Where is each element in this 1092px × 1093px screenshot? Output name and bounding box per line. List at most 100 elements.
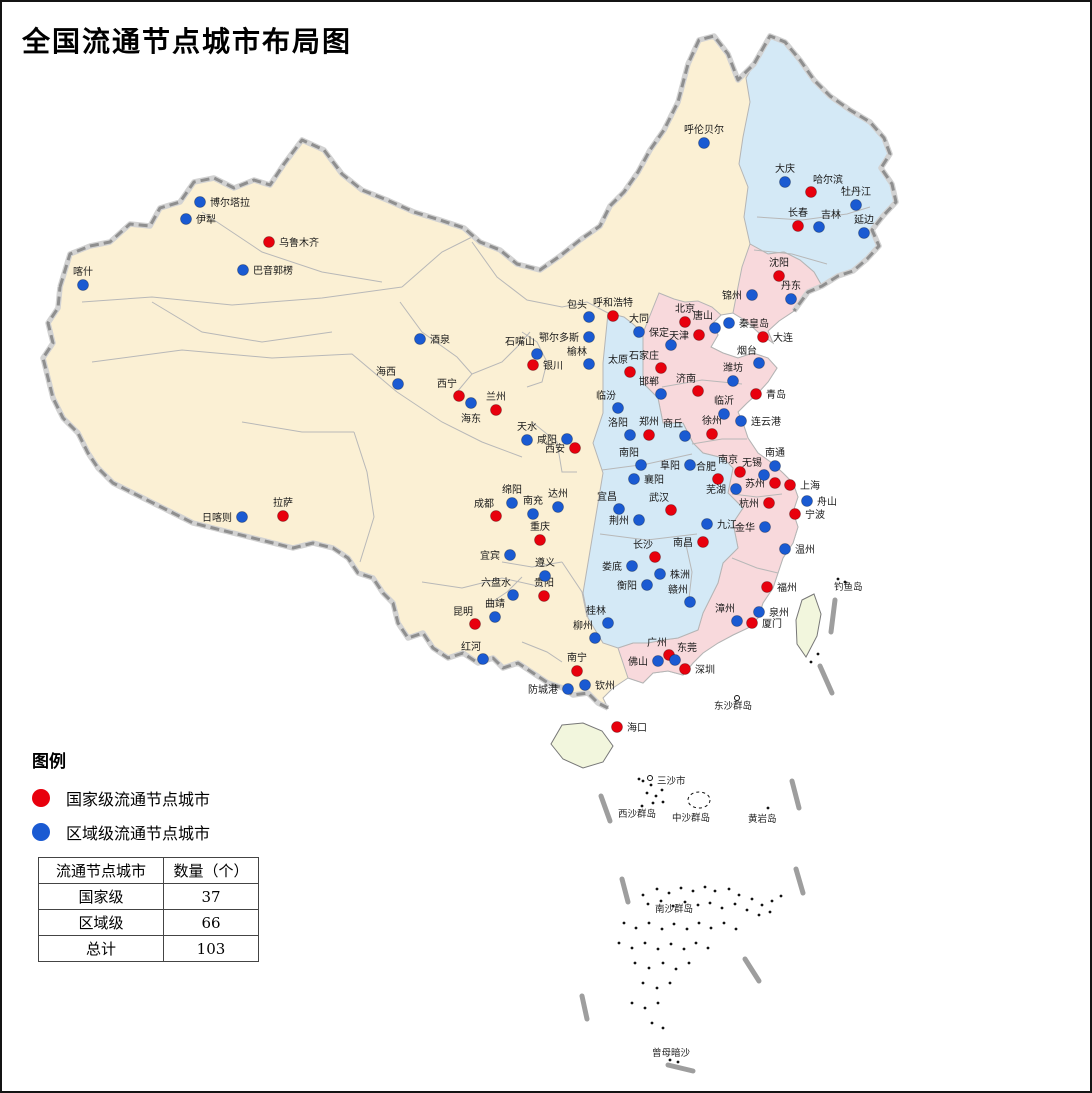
island-speck — [641, 981, 645, 985]
island-speck — [671, 904, 675, 908]
city-label: 武汉 — [649, 491, 669, 504]
city-dot-regional — [684, 596, 696, 608]
city-label: 长春 — [788, 207, 808, 219]
city-dot-regional — [612, 402, 624, 414]
city-label: 秦皇岛 — [739, 317, 769, 330]
island-speck — [745, 908, 749, 912]
island-speck — [630, 946, 634, 950]
city-dot-regional — [635, 459, 647, 471]
city-dot-regional — [735, 415, 747, 427]
island-label: 中沙群岛 — [672, 812, 710, 824]
city-label: 曲靖 — [485, 597, 505, 610]
island-speck — [674, 967, 678, 971]
island-speck — [737, 893, 741, 897]
island-speck — [656, 1001, 660, 1005]
city-dot-regional — [709, 322, 721, 334]
city-dot-regional — [633, 326, 645, 338]
city-dot-regional — [521, 434, 533, 446]
island-speck — [647, 966, 651, 970]
island-label: 黄岩岛 — [748, 813, 777, 825]
city-label: 九江 — [717, 519, 737, 531]
city-dot-national — [538, 590, 550, 602]
city-label: 红河 — [461, 640, 481, 653]
city-dot-national — [643, 429, 655, 441]
city-label: 邯郸 — [639, 375, 659, 388]
island-speck — [685, 927, 689, 931]
city-dot-regional — [753, 606, 765, 618]
city-label: 长沙 — [633, 539, 653, 551]
legend-item-regional: 区域级流通节点城市 — [32, 820, 210, 844]
island-speck — [779, 894, 783, 898]
city-label: 柳州 — [573, 619, 593, 632]
city-label: 济南 — [676, 372, 696, 385]
city-dot-national — [624, 366, 636, 378]
city-dot-national — [571, 665, 583, 677]
city-label: 徐州 — [702, 414, 722, 427]
island-label: 三沙市 — [657, 775, 686, 787]
island-speck — [647, 921, 651, 925]
city-label: 六盘水 — [481, 576, 511, 589]
city-dot-regional — [562, 683, 574, 695]
city-label: 烟台 — [737, 344, 757, 357]
city-label: 石家庄 — [629, 349, 659, 362]
city-label: 哈尔滨 — [813, 173, 843, 186]
island-speck — [708, 901, 712, 905]
city-dot-regional — [769, 460, 781, 472]
city-dot-national — [693, 329, 705, 341]
legend-item-national: 国家级流通节点城市 — [32, 786, 210, 810]
city-label: 宜宾 — [480, 549, 500, 562]
city-dot-national — [607, 310, 619, 322]
city-dot-regional — [779, 543, 791, 555]
city-label: 喀什 — [73, 265, 93, 278]
island-speck — [694, 941, 698, 945]
table-cell: 66 — [163, 909, 259, 936]
nine-dash-segment — [598, 793, 613, 824]
city-dot-regional — [626, 560, 638, 572]
city-label: 榆林 — [567, 345, 587, 358]
city-label: 临汾 — [596, 389, 616, 402]
city-label: 呼和浩特 — [593, 297, 633, 309]
city-label: 芜湖 — [706, 483, 726, 496]
island-speck — [672, 922, 676, 926]
island-speck — [709, 926, 713, 930]
city-label: 漳州 — [715, 602, 735, 615]
city-dot-regional — [701, 518, 713, 530]
summary-table: 流通节点城市 数量（个） 国家级 37 区域级 66 总计 103 — [38, 857, 259, 962]
city-label: 广州 — [647, 637, 667, 649]
city-label: 临沂 — [714, 394, 734, 407]
island-speck — [706, 946, 710, 950]
city-dot-regional — [180, 213, 192, 225]
island-label: 曾母暗沙 — [652, 1047, 691, 1059]
city-label: 苏州 — [745, 477, 765, 490]
nine-dash-segment — [665, 1062, 696, 1074]
city-dot-regional — [654, 568, 666, 580]
city-label: 宜昌 — [597, 490, 617, 503]
nine-dash-segment — [579, 993, 590, 1022]
province-borders — [81, 206, 871, 663]
island-speck — [660, 927, 664, 931]
city-label: 石嘴山 — [505, 336, 535, 348]
city-label: 呼伦贝尔 — [684, 123, 724, 136]
region-central — [582, 312, 744, 649]
city-dot-national — [692, 385, 704, 397]
island-speck — [637, 777, 641, 781]
city-label: 天津 — [669, 330, 689, 342]
island-speck — [713, 889, 717, 893]
city-dot-regional — [465, 397, 477, 409]
island-speck — [641, 893, 645, 897]
island-speck — [809, 660, 813, 664]
city-dot-national — [611, 721, 623, 733]
city-dot-regional — [489, 611, 501, 623]
city-dot-national — [784, 479, 796, 491]
island-speck — [646, 902, 650, 906]
island-speck — [682, 947, 686, 951]
island-speck — [667, 891, 671, 895]
island-speck — [659, 899, 663, 903]
island-speck — [649, 783, 653, 787]
city-dot-national — [746, 617, 758, 629]
city-dot-national — [789, 508, 801, 520]
region-northeast — [738, 35, 897, 287]
island-speck — [766, 806, 770, 810]
city-dot-national — [750, 388, 762, 400]
city-dot-regional — [731, 615, 743, 627]
